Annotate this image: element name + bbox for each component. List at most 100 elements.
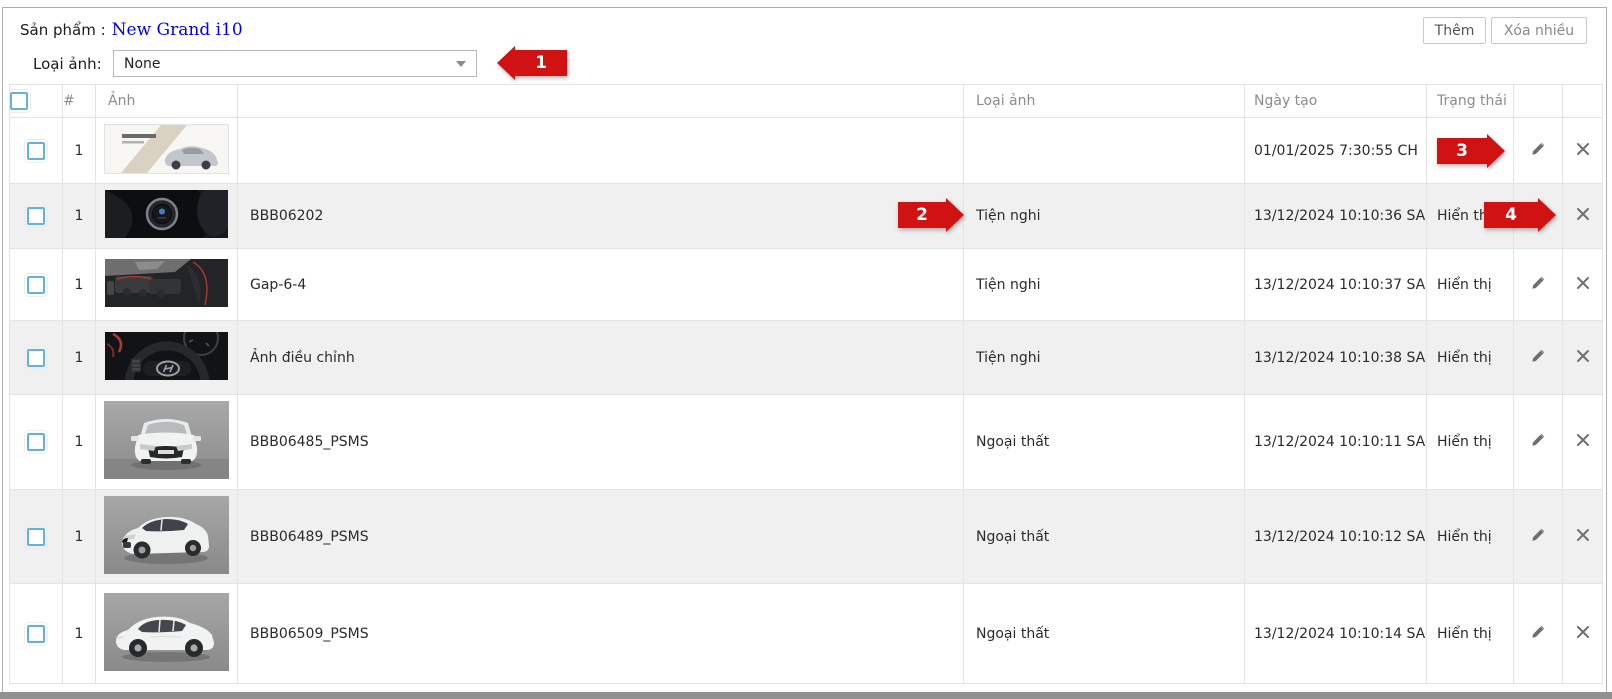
delete-icon[interactable] bbox=[1564, 625, 1602, 639]
edit-icon[interactable] bbox=[1515, 275, 1562, 291]
row-status: Hiển thị bbox=[1426, 489, 1514, 584]
table-row: 1 bbox=[9, 248, 1603, 321]
table-row: 1 bbox=[9, 489, 1603, 584]
table-row: 1 bbox=[9, 394, 1603, 490]
row-index: 1 bbox=[62, 320, 96, 395]
row-name: Gap-6-4 bbox=[237, 248, 964, 321]
table-row: 1 bbox=[9, 583, 1603, 684]
delete-icon[interactable] bbox=[1564, 528, 1602, 542]
row-index: 1 bbox=[62, 183, 96, 249]
row-type: Tiện nghi bbox=[963, 248, 1245, 321]
image-type-selected-value: None bbox=[124, 55, 161, 72]
delete-icon[interactable] bbox=[1564, 433, 1602, 447]
row-type bbox=[963, 117, 1245, 184]
arrow-head-icon bbox=[1487, 134, 1505, 168]
annotation-label: 1 bbox=[515, 50, 567, 76]
column-header-type: Loại ảnh bbox=[963, 84, 1245, 118]
row-name bbox=[237, 117, 964, 184]
edit-icon[interactable] bbox=[1515, 432, 1562, 448]
image-type-dropdown[interactable]: None bbox=[113, 50, 477, 77]
thumbnail-car-front bbox=[104, 401, 229, 479]
row-type: Ngoại thất bbox=[963, 394, 1245, 490]
column-header-edit bbox=[1513, 84, 1563, 118]
row-type: Ngoại thất bbox=[963, 489, 1245, 584]
thumbnail-banner bbox=[104, 123, 229, 174]
row-name: BBB06509_PSMS bbox=[237, 583, 964, 684]
thumbnail-folded-seats bbox=[105, 258, 228, 307]
horizontal-scrollbar[interactable] bbox=[0, 692, 1612, 699]
column-header-status: Trạng thái bbox=[1426, 84, 1514, 118]
row-created: 13/12/2024 10:10:11 SA bbox=[1244, 394, 1427, 490]
row-status: Hiển thị bbox=[1426, 248, 1514, 321]
select-all-checkbox[interactable] bbox=[10, 89, 31, 113]
table-header-row: # Ảnh Loại ảnh Ngày tạo Trạng thái bbox=[9, 84, 1603, 118]
arrow-head-icon bbox=[497, 46, 515, 80]
annotation-label: 3 bbox=[1437, 138, 1487, 164]
breadcrumb: Sản phẩm : New Grand i10 bbox=[20, 20, 243, 40]
edit-icon[interactable] bbox=[1515, 141, 1562, 157]
row-name: BBB06485_PSMS bbox=[237, 394, 964, 490]
table-row: 1 bbox=[9, 117, 1603, 184]
product-label: Sản phẩm : bbox=[20, 21, 106, 39]
thumbnail-car-side bbox=[104, 592, 229, 671]
column-header-image: Ảnh bbox=[95, 84, 238, 118]
delete-icon[interactable] bbox=[1564, 349, 1602, 363]
row-index: 1 bbox=[62, 583, 96, 684]
row-checkbox[interactable] bbox=[24, 138, 48, 163]
row-checkbox[interactable] bbox=[24, 621, 48, 646]
column-header-index: # bbox=[62, 84, 96, 118]
arrow-head-icon bbox=[946, 198, 964, 232]
row-created: 13/12/2024 10:10:36 SA bbox=[1244, 183, 1427, 249]
thumbnail-car-three-quarter bbox=[104, 495, 229, 574]
row-checkbox[interactable] bbox=[24, 430, 48, 454]
delete-icon[interactable] bbox=[1564, 142, 1602, 156]
thumbnail-steering-wheel bbox=[105, 331, 228, 380]
row-type: Tiện nghi bbox=[963, 183, 1245, 249]
column-header-name bbox=[237, 84, 964, 118]
row-status: Hiển thị bbox=[1426, 394, 1514, 490]
row-name: BBB06202 bbox=[237, 183, 964, 249]
row-index: 1 bbox=[62, 248, 96, 321]
edit-icon[interactable] bbox=[1515, 348, 1562, 364]
delete-many-button[interactable]: Xóa nhiều bbox=[1491, 17, 1587, 44]
row-created: 13/12/2024 10:10:38 SA bbox=[1244, 320, 1427, 395]
row-type: Ngoại thất bbox=[963, 583, 1245, 684]
annotation-arrow-4: 4 bbox=[1484, 198, 1556, 232]
product-link[interactable]: New Grand i10 bbox=[111, 20, 243, 40]
image-type-label: Loại ảnh: bbox=[33, 55, 102, 73]
row-index: 1 bbox=[62, 117, 96, 184]
row-created: 13/12/2024 10:10:12 SA bbox=[1244, 489, 1427, 584]
annotation-label: 2 bbox=[898, 202, 946, 228]
annotation-arrow-1: 1 bbox=[497, 46, 567, 80]
row-type: Tiện nghi bbox=[963, 320, 1245, 395]
row-created: 13/12/2024 10:10:14 SA bbox=[1244, 583, 1427, 684]
chevron-down-icon bbox=[456, 60, 466, 67]
row-index: 1 bbox=[62, 394, 96, 490]
edit-icon[interactable] bbox=[1515, 527, 1562, 543]
delete-icon[interactable] bbox=[1564, 207, 1602, 221]
row-checkbox[interactable] bbox=[24, 204, 48, 228]
annotation-arrow-2: 2 bbox=[898, 198, 964, 232]
row-created: 13/12/2024 10:10:37 SA bbox=[1244, 248, 1427, 321]
annotation-arrow-3: 3 bbox=[1437, 134, 1505, 168]
row-checkbox[interactable] bbox=[24, 272, 48, 297]
annotation-label: 4 bbox=[1484, 202, 1538, 228]
row-name: Ảnh điều chỉnh bbox=[237, 320, 964, 395]
add-button[interactable]: Thêm bbox=[1423, 17, 1486, 44]
delete-icon[interactable] bbox=[1564, 276, 1602, 290]
row-created: 01/01/2025 7:30:55 CH bbox=[1244, 117, 1427, 184]
row-name: BBB06489_PSMS bbox=[237, 489, 964, 584]
table-row: 1 bbox=[9, 320, 1603, 395]
thumbnail-start-button bbox=[105, 190, 228, 238]
table-row: 1 BBB06202 Tiện nghi 13/12/2024 bbox=[9, 183, 1603, 249]
row-checkbox[interactable] bbox=[24, 524, 48, 549]
column-header-delete bbox=[1562, 84, 1603, 118]
row-checkbox[interactable] bbox=[24, 345, 48, 370]
column-header-created: Ngày tạo bbox=[1244, 84, 1427, 118]
edit-icon[interactable] bbox=[1515, 624, 1562, 640]
row-status: Hiển thị bbox=[1426, 583, 1514, 684]
row-index: 1 bbox=[62, 489, 96, 584]
row-status: Hiển thị bbox=[1426, 320, 1514, 395]
arrow-head-icon bbox=[1538, 198, 1556, 232]
